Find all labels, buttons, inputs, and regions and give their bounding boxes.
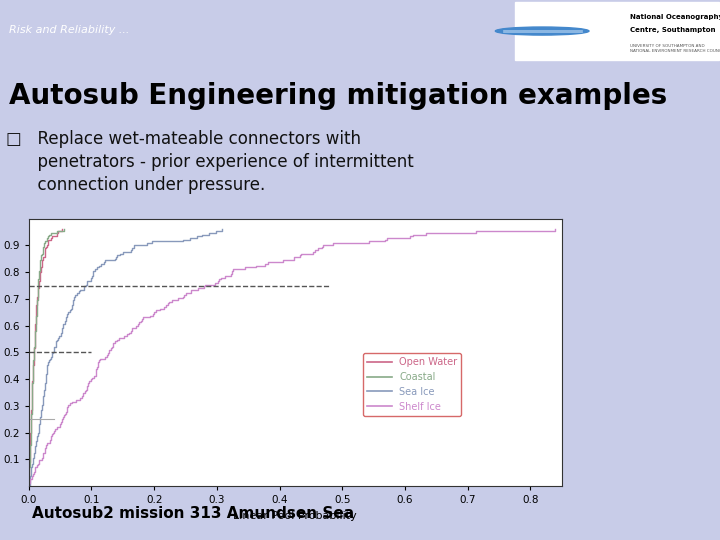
Text: penetrators - prior experience of intermittent: penetrators - prior experience of interm…	[6, 153, 414, 171]
Text: Centre, Southampton: Centre, Southampton	[630, 27, 716, 33]
Text: UNIVERSITY OF SOUTHAMPTON AND
NATIONAL ENVIRONMENT RESEARCH COUNCIL: UNIVERSITY OF SOUTHAMPTON AND NATIONAL E…	[630, 44, 720, 53]
Text: National Oceanography: National Oceanography	[630, 14, 720, 20]
FancyBboxPatch shape	[515, 3, 719, 59]
Text: □   Replace wet-mateable connectors with: □ Replace wet-mateable connectors with	[6, 130, 361, 148]
X-axis label: Linear Pool Probability: Linear Pool Probability	[233, 511, 357, 521]
Text: Autosub2 mission 313 Amundsen Sea: Autosub2 mission 313 Amundsen Sea	[32, 505, 354, 521]
Text: connection under pressure.: connection under pressure.	[6, 177, 266, 194]
Legend: Open Water, Coastal, Sea Ice, Shelf Ice: Open Water, Coastal, Sea Ice, Shelf Ice	[364, 353, 462, 416]
Circle shape	[495, 27, 589, 35]
Text: Autosub Engineering mitigation examples: Autosub Engineering mitigation examples	[9, 82, 667, 110]
Text: Risk and Reliability ...: Risk and Reliability ...	[9, 25, 129, 35]
